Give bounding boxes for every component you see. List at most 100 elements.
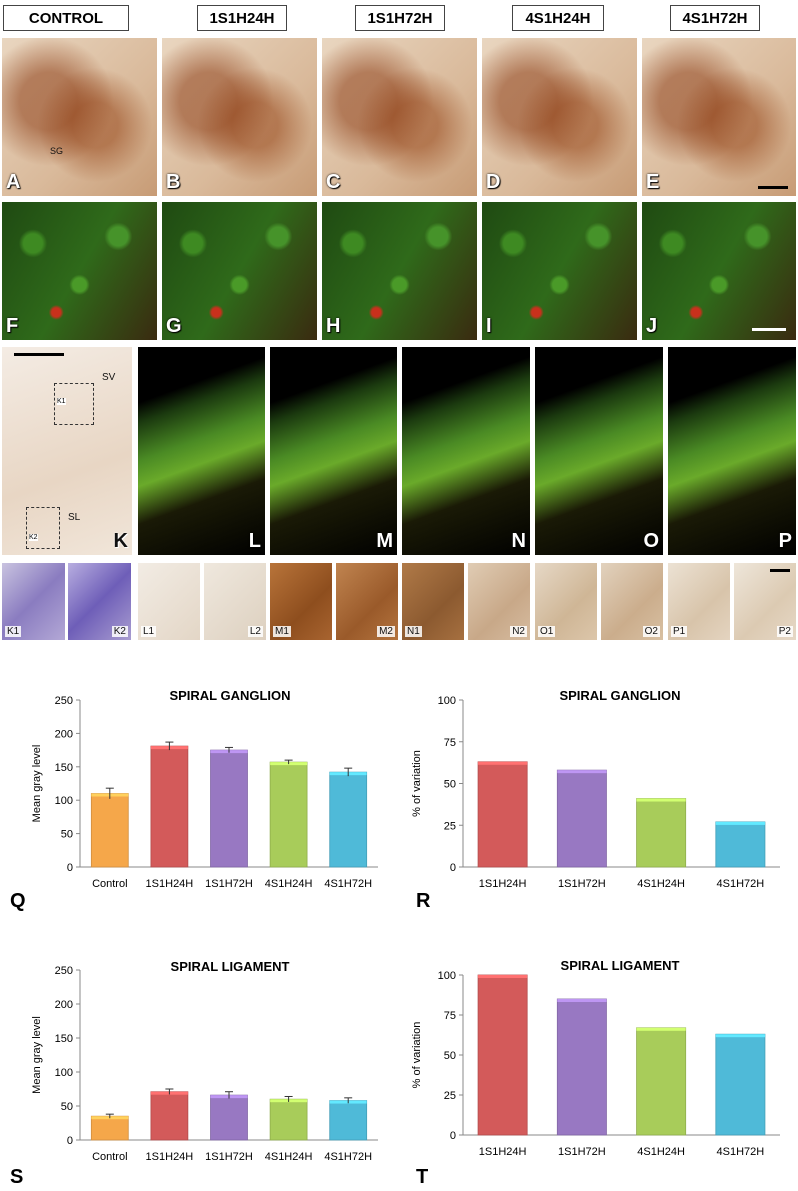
panel-label-o: O	[643, 530, 659, 552]
y-tick-label: 0	[67, 1135, 73, 1147]
x-tick-label: 1S1H72H	[205, 1151, 253, 1163]
y-tick-label: 200	[55, 728, 73, 740]
inset-panel-l1: L1	[138, 563, 200, 640]
bar	[556, 998, 607, 1136]
panel-label-e: E	[646, 171, 660, 193]
inset-panel-label-p1: P1	[671, 626, 688, 637]
panel-label-p: P	[778, 530, 792, 552]
y-tick-label: 0	[67, 862, 73, 874]
y-tick-label: 0	[450, 862, 456, 874]
x-tick-label: 4S1H72H	[717, 1146, 765, 1158]
bar-highlight	[636, 1027, 686, 1031]
x-tick-label: 4S1H24H	[637, 1146, 685, 1158]
y-tick-label: 150	[55, 762, 73, 774]
sg-annotation: SG	[50, 146, 64, 156]
bar-highlight	[557, 770, 607, 774]
chart-title: SPIRAL LIGAMENT	[561, 958, 680, 973]
x-tick-label: 1S1H72H	[558, 1146, 606, 1158]
y-tick-label: 250	[55, 695, 73, 707]
figure-letter-q: Q	[10, 890, 26, 912]
chart-title: SPIRAL LIGAMENT	[171, 959, 290, 974]
y-tick-label: 25	[444, 1090, 456, 1102]
y-tick-label: 50	[61, 1101, 73, 1113]
inset-panel-l2: L2	[204, 563, 266, 640]
inset-panel-label-k1: K1	[5, 626, 22, 637]
inset-panel-m2: M2	[336, 563, 398, 640]
inset-panel-p2: P2	[734, 563, 796, 640]
micrograph-panel-b: B	[162, 38, 317, 196]
y-tick-label: 200	[55, 999, 73, 1011]
fluorescence-panel-j: J	[642, 202, 796, 340]
x-tick-label: 4S1H72H	[324, 878, 372, 890]
inset-label-k2: K2	[29, 534, 38, 541]
y-tick-label: 100	[438, 970, 456, 982]
x-tick-label: 1S1H24H	[146, 1151, 194, 1163]
inset-panel-label-m2: M2	[377, 626, 395, 637]
column-header-1s1h24h: 1S1H24H	[197, 5, 287, 31]
scale-bar	[758, 186, 788, 189]
inset-panel-label-n2: N2	[510, 626, 527, 637]
y-tick-label: 75	[444, 1010, 456, 1022]
y-axis-label: Mean gray level	[31, 745, 43, 823]
bar-highlight	[715, 1034, 765, 1038]
chart-q: SPIRAL GANGLION Mean gray level 0 50 100 150 2…	[31, 688, 378, 890]
y-axis-label: % of variation	[411, 1022, 423, 1089]
bar	[636, 1027, 687, 1136]
sl-annotation: SL	[68, 512, 81, 523]
bar-highlight	[636, 798, 686, 802]
inset-panel-k2: K2	[68, 563, 131, 640]
inset-label-k1: K1	[57, 398, 66, 405]
y-tick-label: 50	[444, 779, 456, 791]
fluorescence-panel-p: P	[668, 347, 796, 555]
y-tick-label: 25	[444, 820, 456, 832]
bar	[210, 1094, 248, 1141]
x-tick-label: Control	[92, 878, 127, 890]
chart-r: SPIRAL GANGLION % of variation 0 25 50 75 100 1…	[411, 688, 780, 890]
chart-s: SPIRAL LIGAMENT Mean gray level 0 50 100 150 2…	[31, 959, 378, 1163]
bar	[269, 761, 308, 868]
bar	[329, 771, 368, 868]
bar	[636, 798, 687, 868]
fluorescence-panel-o: O	[535, 347, 663, 555]
inset-panel-label-l1: L1	[141, 626, 157, 637]
fluorescence-panel-f: F	[2, 202, 157, 340]
bar-highlight	[715, 821, 765, 825]
figure-letter-r: R	[416, 890, 431, 912]
bar-highlight	[478, 975, 528, 978]
column-header-4s1h72h: 4S1H72H	[670, 5, 760, 31]
fluorescence-panel-g: G	[162, 202, 317, 340]
bar-highlight	[557, 999, 607, 1002]
panel-label-g: G	[166, 315, 182, 337]
panel-label-l: L	[248, 530, 261, 552]
bar	[329, 1100, 368, 1141]
micrograph-panel-e: E	[642, 38, 796, 196]
scale-bar	[770, 569, 790, 572]
y-tick-label: 50	[444, 1050, 456, 1062]
figure-letter-t: T	[416, 1166, 429, 1188]
x-tick-label: 1S1H24H	[479, 878, 527, 890]
y-tick-label: 100	[55, 795, 73, 807]
panel-label-j: J	[646, 315, 658, 337]
inset-panel-o2: O2	[601, 563, 663, 640]
inset-panel-label-m1: M1	[273, 626, 291, 637]
y-tick-label: 75	[444, 737, 456, 749]
chart-title: SPIRAL GANGLION	[559, 688, 680, 703]
x-tick-label: 4S1H72H	[324, 1151, 372, 1163]
inset-panel-label-l2: L2	[247, 626, 263, 637]
panel-label-f: F	[6, 315, 19, 337]
y-tick-label: 0	[450, 1130, 456, 1142]
scale-bar	[14, 353, 64, 356]
bar-highlight	[478, 761, 528, 765]
inset-panel-n1: N1	[402, 563, 464, 640]
bar	[715, 821, 766, 868]
column-header-4s1h24h: 4S1H24H	[512, 5, 604, 31]
bar	[150, 1091, 189, 1141]
bar	[556, 769, 607, 868]
bar	[715, 1033, 766, 1136]
inset-panel-label-o1: O1	[538, 626, 556, 637]
panel-label-d: D	[486, 171, 501, 193]
fluorescence-panel-h: H	[322, 202, 477, 340]
panel-label-b: B	[166, 171, 181, 193]
fluorescence-panel-i: I	[482, 202, 637, 340]
micrograph-panel-d: D	[482, 38, 637, 196]
